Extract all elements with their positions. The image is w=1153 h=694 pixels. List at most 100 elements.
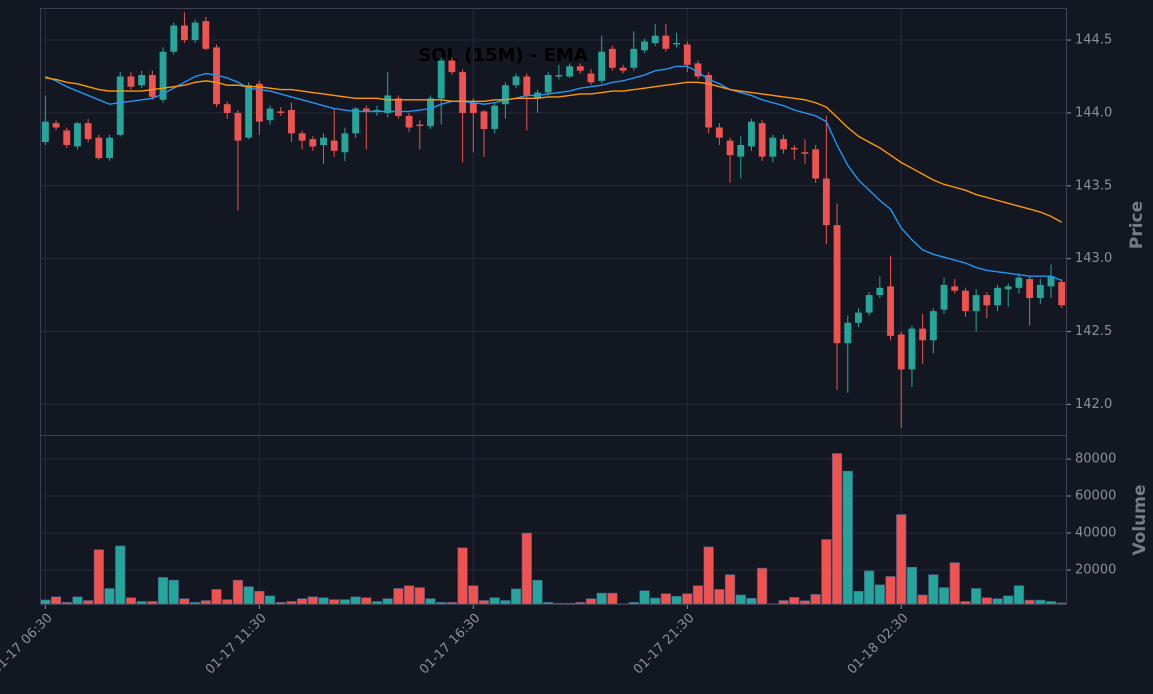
candle-body: [277, 111, 285, 113]
volume-bar: [297, 598, 308, 605]
candle-body: [202, 21, 210, 49]
chart-title: SOL (15M) - EMA: [418, 45, 588, 66]
candle-body: [116, 76, 124, 135]
candle-body: [309, 139, 317, 147]
y-tick-label: 60000: [1075, 489, 1116, 504]
volume-bar: [553, 602, 564, 605]
candle-body: [255, 83, 263, 122]
candle-body: [84, 123, 92, 140]
candle-body: [844, 322, 852, 344]
volume-bar: [821, 539, 832, 605]
volume-bar: [1003, 595, 1014, 605]
y-tick-label: 40000: [1075, 525, 1116, 540]
candle-body: [1004, 286, 1012, 290]
candle-body: [223, 104, 231, 113]
candle-body: [737, 144, 745, 157]
candle-body: [95, 137, 103, 159]
volume-bar: [1056, 602, 1067, 605]
candle-body: [405, 115, 413, 128]
candle-body: [523, 76, 531, 96]
candle-body: [181, 25, 188, 41]
volume-bar: [83, 600, 94, 605]
volume-bar: [682, 593, 693, 605]
candle-body: [448, 60, 456, 73]
volume-bar: [307, 596, 318, 605]
volume-bar: [1013, 585, 1025, 605]
volume-bar: [735, 594, 746, 605]
candle-body: [983, 295, 991, 306]
candle-body: [191, 22, 199, 41]
candle-body: [555, 75, 563, 77]
volume-bar: [489, 597, 500, 605]
volume-bar: [1035, 599, 1046, 605]
volume-panel-frame: [40, 435, 1067, 605]
candle-body: [266, 108, 274, 121]
volume-bar: [371, 601, 383, 605]
candle-body: [63, 130, 71, 145]
volume-bar: [864, 570, 875, 605]
volume-bar: [222, 599, 233, 605]
candle-body: [972, 295, 980, 312]
candle-body: [480, 111, 488, 129]
volume-bar: [639, 590, 650, 605]
volume-bar: [510, 588, 522, 605]
volume-bar: [585, 598, 597, 605]
candle-body: [544, 75, 552, 93]
volume-bar: [393, 588, 404, 605]
candle-body: [287, 110, 295, 134]
candle-body: [1047, 276, 1055, 287]
candle-body: [1015, 277, 1023, 288]
y-tick-label: 144.5: [1075, 33, 1112, 48]
volume-bar: [917, 594, 928, 605]
candle-body: [373, 110, 381, 112]
volume-axis-label: Volume: [1130, 484, 1150, 555]
volume-bar: [414, 587, 425, 605]
candle-body: [748, 121, 755, 147]
candle-body: [619, 67, 627, 71]
volume-bar: [810, 594, 821, 605]
volume-bar: [436, 602, 447, 605]
volume-bar: [938, 587, 950, 605]
volume-bar: [960, 601, 971, 605]
candle-body: [74, 123, 81, 147]
volume-bar: [361, 597, 372, 605]
volume-bar: [50, 596, 62, 605]
volume-bar: [382, 598, 393, 605]
candle-body: [908, 328, 916, 370]
candle-body: [758, 123, 766, 157]
volume-bar: [339, 599, 351, 605]
volume-bar: [147, 601, 158, 605]
volume-bar: [896, 514, 907, 605]
candle-body: [705, 75, 713, 128]
y-tick-label: 142.5: [1075, 324, 1112, 339]
candle-body: [1036, 284, 1044, 299]
volume-bar: [190, 602, 201, 605]
volume-bar: [842, 470, 853, 605]
volume-bar: [468, 585, 479, 605]
candle-body: [587, 73, 595, 83]
candle-body: [833, 225, 841, 344]
candle-body: [919, 328, 927, 341]
volume-bar: [425, 598, 436, 605]
volume-bar: [500, 600, 511, 605]
candle-body: [320, 137, 327, 145]
candle-body: [608, 48, 616, 68]
candle-body: [566, 66, 574, 77]
candle-body: [929, 311, 937, 341]
volume-bar: [650, 597, 661, 605]
volume-bar: [168, 579, 179, 605]
volume-bar: [543, 602, 554, 605]
volume-bar: [136, 601, 147, 605]
candle-body: [651, 35, 659, 43]
volume-bar: [1045, 601, 1057, 605]
volume-bar: [157, 577, 169, 605]
y-tick-label: 144.0: [1075, 105, 1112, 120]
candle-body: [1026, 279, 1034, 299]
candle-body: [726, 140, 734, 156]
y-tick-label: 143.5: [1075, 178, 1112, 193]
volume-bar: [628, 602, 639, 605]
candle-body: [694, 63, 702, 77]
volume-bar: [906, 566, 918, 605]
candle-body: [491, 105, 499, 129]
